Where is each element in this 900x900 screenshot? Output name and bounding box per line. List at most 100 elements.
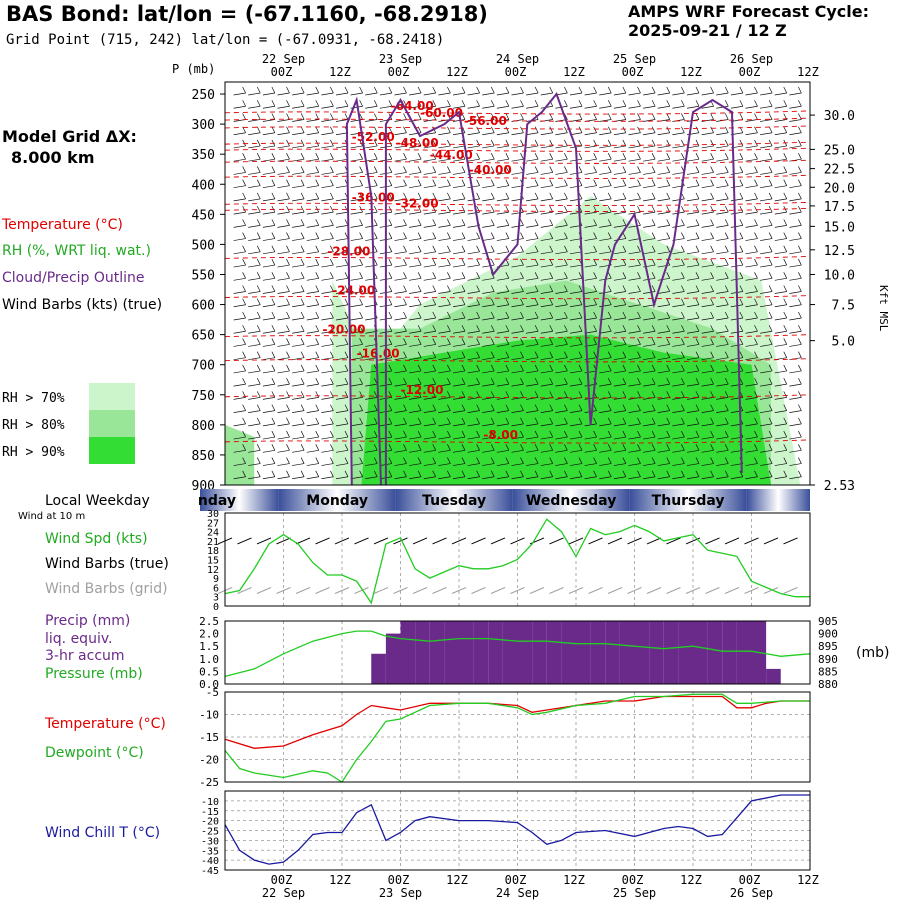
wind-barb xyxy=(534,351,539,358)
chill-tick-label: -40 xyxy=(201,856,219,867)
wind-barb xyxy=(534,377,539,385)
wind-barb xyxy=(350,198,363,202)
wind-barb xyxy=(526,92,539,96)
wind-barb xyxy=(286,298,290,305)
wind-barb xyxy=(599,132,612,136)
wind-barb xyxy=(423,436,436,440)
wind-barb xyxy=(564,444,568,451)
wind-barb xyxy=(262,264,275,268)
precip-bar xyxy=(561,621,576,684)
wind-barb xyxy=(549,404,554,411)
wind-barb xyxy=(768,126,773,133)
precip-bar xyxy=(619,621,635,684)
wind-barb xyxy=(540,264,553,268)
wind-barb xyxy=(359,153,363,160)
wind-barb xyxy=(233,238,246,241)
wind-barb xyxy=(564,245,568,252)
wind-barb xyxy=(388,377,393,385)
wind-barb xyxy=(637,153,641,160)
wind-barb xyxy=(540,330,553,334)
wind-barb xyxy=(321,317,334,321)
wind-barb xyxy=(637,338,641,345)
wind-barb xyxy=(555,344,568,347)
wind-barb xyxy=(526,225,539,228)
wind-barb xyxy=(739,470,744,477)
wind-barb xyxy=(277,132,290,136)
wind-barb xyxy=(681,311,685,319)
wind-barb xyxy=(760,304,773,308)
wind-barb xyxy=(330,338,334,345)
wind-barb xyxy=(739,245,744,252)
wind-barb xyxy=(666,470,671,477)
wind-barb xyxy=(622,232,627,239)
wind-barb xyxy=(482,344,495,347)
pressure-axis-title: P (mb) xyxy=(172,62,215,76)
wind-barb xyxy=(388,258,393,266)
wind-barb xyxy=(569,172,583,175)
wind-barb xyxy=(584,238,597,241)
wind-barb xyxy=(534,285,539,292)
wind-barb xyxy=(549,338,554,345)
wind-barb xyxy=(335,291,349,294)
wind-barb xyxy=(724,166,729,173)
surface-wind-barb xyxy=(763,537,779,545)
wind-barb xyxy=(447,417,451,425)
wind-barb xyxy=(783,377,788,385)
wind-barb xyxy=(681,232,685,239)
temp-panel-frame xyxy=(224,691,811,783)
wind-barb xyxy=(701,185,714,189)
wind-barb xyxy=(388,219,393,226)
wind-barb xyxy=(432,470,437,477)
wind-barb xyxy=(388,298,393,305)
wind-barb xyxy=(423,423,436,427)
wind-barb xyxy=(300,311,305,319)
wind-barb xyxy=(277,370,290,374)
wind-barb xyxy=(643,185,656,189)
wind-barb xyxy=(643,317,656,321)
wind-barb xyxy=(286,192,290,200)
wind-barb xyxy=(476,272,480,279)
wind-barb xyxy=(365,238,378,241)
wind-barb xyxy=(286,100,290,107)
wind-barb xyxy=(549,377,554,385)
wind-barb xyxy=(417,139,422,147)
wind-barb xyxy=(277,317,290,321)
wind-barb xyxy=(432,325,437,332)
wind-barb xyxy=(256,285,261,292)
wind-barb xyxy=(622,338,627,345)
wind-barb xyxy=(373,153,378,160)
wind-barb xyxy=(540,158,553,162)
wind-barb xyxy=(666,86,671,94)
wind-barb xyxy=(447,391,451,398)
wind-barb xyxy=(540,436,553,440)
wind-barb xyxy=(286,86,290,94)
wind-barb xyxy=(490,470,495,477)
rh-legend-label: RH > 90% xyxy=(2,445,65,460)
wind-barb xyxy=(739,285,744,292)
precip-bar xyxy=(663,621,679,684)
wind-barb xyxy=(657,105,670,109)
wind-barb xyxy=(482,423,495,427)
wind-barb xyxy=(695,245,700,252)
wind-barb xyxy=(438,132,451,136)
time-tick-label-top: 00Z xyxy=(505,65,527,79)
wind-barb xyxy=(300,245,305,252)
wind-barb xyxy=(248,291,261,294)
wind-barb xyxy=(555,158,568,162)
grid-wind-barb xyxy=(471,587,486,594)
legend-temperature: Temperature (°C) xyxy=(2,217,123,233)
wind-barb xyxy=(672,449,685,453)
wind-barb xyxy=(739,153,744,160)
wind-barb xyxy=(710,272,714,279)
wind-barb xyxy=(403,113,407,120)
wind-barb xyxy=(578,417,583,425)
wind-barb xyxy=(789,105,802,109)
wind-barb xyxy=(783,417,788,425)
wind-barb xyxy=(447,166,451,173)
wind-barb xyxy=(798,470,802,477)
wind-barb xyxy=(783,470,788,477)
wind-tick-label: 27 xyxy=(207,518,219,529)
surface-wind-barb xyxy=(705,537,720,545)
wind-barb xyxy=(789,291,802,294)
wind-barb xyxy=(505,153,510,160)
